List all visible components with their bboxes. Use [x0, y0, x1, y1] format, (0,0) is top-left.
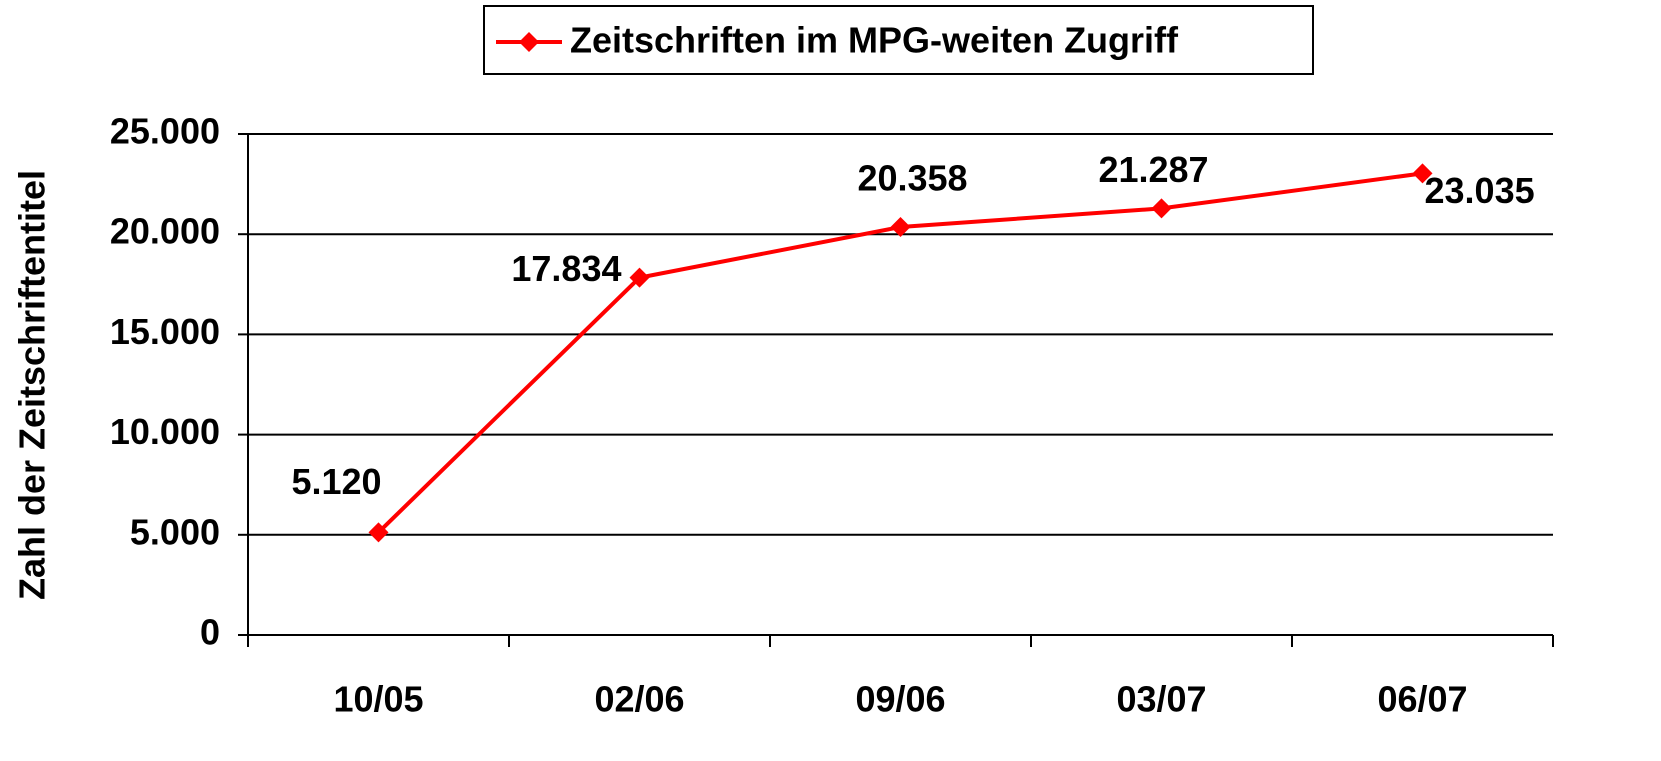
legend-marker	[519, 32, 539, 52]
data-label: 5.120	[291, 461, 381, 502]
x-tick-label: 06/07	[1377, 679, 1467, 720]
y-tick-label: 20.000	[110, 211, 220, 252]
legend-box	[483, 5, 1314, 75]
x-tick-label: 02/06	[594, 679, 684, 720]
data-label: 23.035	[1425, 170, 1535, 211]
y-tick-label: 0	[200, 612, 220, 653]
marker	[629, 267, 650, 288]
legend-label: Zeitschriften im MPG-weiten Zugriff	[570, 20, 1179, 61]
data-label: 20.358	[857, 158, 967, 199]
marker	[890, 217, 911, 238]
y-axis-label: Zahl der Zeitschriftentitel	[12, 170, 53, 600]
data-label: 21.287	[1098, 149, 1208, 190]
marker	[368, 522, 389, 543]
marker	[1412, 163, 1433, 184]
y-tick-label: 5.000	[130, 511, 220, 552]
y-tick-label: 10.000	[110, 411, 220, 452]
y-tick-label: 25.000	[110, 111, 220, 152]
x-tick-label: 09/06	[855, 679, 945, 720]
y-tick-label: 15.000	[110, 311, 220, 352]
marker	[1151, 198, 1172, 219]
x-tick-label: 10/05	[333, 679, 423, 720]
data-label: 17.834	[511, 248, 621, 289]
x-tick-label: 03/07	[1116, 679, 1206, 720]
